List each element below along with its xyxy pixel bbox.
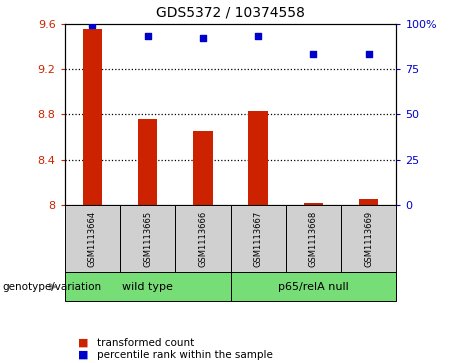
- Point: [310, 52, 317, 57]
- Text: transformed count: transformed count: [97, 338, 194, 348]
- Text: ■: ■: [78, 350, 89, 360]
- Text: GSM1113669: GSM1113669: [364, 211, 373, 267]
- Point: [254, 33, 262, 39]
- Bar: [359, 199, 378, 205]
- Text: GSM1113667: GSM1113667: [254, 211, 263, 267]
- Text: GSM1113664: GSM1113664: [88, 211, 97, 267]
- Text: percentile rank within the sample: percentile rank within the sample: [97, 350, 273, 360]
- Point: [144, 33, 151, 39]
- Text: wild type: wild type: [122, 282, 173, 292]
- Bar: [304, 203, 323, 205]
- Text: ■: ■: [78, 338, 89, 348]
- Bar: [193, 131, 213, 205]
- Bar: [248, 111, 268, 205]
- Point: [89, 23, 96, 28]
- Point: [365, 52, 372, 57]
- Text: p65/relA null: p65/relA null: [278, 282, 349, 292]
- Bar: [83, 29, 102, 205]
- Text: GSM1113666: GSM1113666: [198, 211, 207, 267]
- Title: GDS5372 / 10374558: GDS5372 / 10374558: [156, 6, 305, 20]
- Point: [199, 35, 207, 41]
- Bar: [138, 119, 157, 205]
- Text: GSM1113665: GSM1113665: [143, 211, 152, 267]
- Text: genotype/variation: genotype/variation: [2, 282, 101, 292]
- Text: GSM1113668: GSM1113668: [309, 211, 318, 267]
